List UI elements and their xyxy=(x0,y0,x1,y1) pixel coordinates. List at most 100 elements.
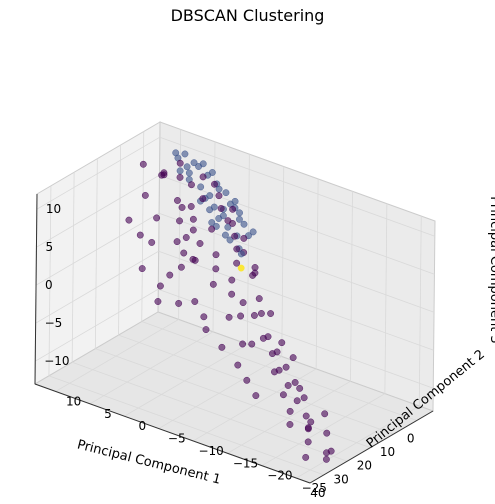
data-point xyxy=(252,392,260,400)
data-point xyxy=(307,418,315,426)
data-point xyxy=(282,363,290,371)
z-tick-label: 10 xyxy=(46,202,61,216)
data-point xyxy=(222,189,230,197)
data-point xyxy=(195,163,203,170)
data-point xyxy=(240,234,248,242)
data-point xyxy=(243,376,251,384)
data-point xyxy=(259,334,267,342)
grid-line xyxy=(48,375,325,476)
x-tick-label: 10 xyxy=(380,445,395,459)
data-point xyxy=(249,228,257,236)
grid-line xyxy=(36,136,161,210)
data-point xyxy=(304,424,312,432)
grid-line xyxy=(296,405,420,479)
grid-line xyxy=(48,185,52,376)
grid-line xyxy=(124,343,248,417)
data-point xyxy=(239,340,247,348)
data-point xyxy=(189,226,197,234)
chart-title: DBSCAN Clustering xyxy=(170,6,325,25)
data-point xyxy=(267,310,275,317)
data-point xyxy=(221,231,229,239)
grid-line xyxy=(350,191,353,382)
data-point xyxy=(284,382,292,389)
data-point xyxy=(202,326,210,334)
data-point xyxy=(279,391,287,399)
data-point xyxy=(237,250,245,258)
data-point xyxy=(188,181,195,189)
z-axis-line xyxy=(34,193,38,385)
data-point xyxy=(199,195,207,203)
data-point xyxy=(233,259,241,267)
y-axis-line xyxy=(34,383,311,484)
data-point xyxy=(125,216,133,224)
z-tick-label: −10 xyxy=(44,354,69,368)
data-point xyxy=(321,410,329,418)
y-tick-label: −20 xyxy=(267,469,292,483)
data-point xyxy=(225,313,233,321)
data-point xyxy=(181,150,189,158)
grid-line xyxy=(158,212,435,313)
data-point xyxy=(182,234,190,241)
y-tick-label: −5 xyxy=(168,432,186,446)
data-point xyxy=(197,183,205,191)
data-point xyxy=(228,276,236,284)
grid-line xyxy=(71,172,75,363)
grid-line xyxy=(418,216,422,407)
grid-line xyxy=(35,288,159,362)
data-point xyxy=(212,251,220,259)
data-point xyxy=(206,206,214,214)
data-point xyxy=(234,361,242,369)
x-tick-label: 0 xyxy=(407,432,415,446)
grid-line xyxy=(36,174,160,248)
grid-line xyxy=(55,319,179,392)
data-point xyxy=(215,185,223,193)
data-point xyxy=(251,269,259,277)
data-point xyxy=(173,238,181,246)
x-tick-label: 40 xyxy=(310,486,325,500)
data-point xyxy=(226,236,234,244)
data-point xyxy=(286,407,294,415)
data-point xyxy=(255,295,263,303)
data-point xyxy=(215,215,223,222)
data-point xyxy=(180,249,188,257)
noise-point xyxy=(237,264,245,272)
grid-line xyxy=(315,178,319,369)
data-point xyxy=(322,455,330,463)
data-point xyxy=(176,167,184,175)
data-point xyxy=(218,343,226,351)
data-point xyxy=(196,240,204,247)
data-point xyxy=(141,191,149,199)
data-point xyxy=(154,298,162,305)
grid-line xyxy=(35,212,160,286)
grid-line xyxy=(71,361,348,462)
grid-line xyxy=(246,154,250,345)
grid-line xyxy=(281,166,285,357)
x-tick-label: 30 xyxy=(333,472,348,486)
data-point xyxy=(175,299,183,307)
data-point xyxy=(239,299,247,307)
data-point xyxy=(153,214,161,222)
data-point xyxy=(291,379,299,386)
y-tick-label: 0 xyxy=(139,419,147,433)
data-point xyxy=(187,203,195,210)
data-point xyxy=(138,265,146,273)
data-point xyxy=(293,397,301,405)
data-point xyxy=(176,173,184,181)
axis-lines xyxy=(34,193,434,484)
data-point xyxy=(139,160,147,168)
data-point xyxy=(304,438,312,446)
x-tick-label: 20 xyxy=(357,459,372,473)
data-point xyxy=(174,197,181,204)
data-point xyxy=(148,238,156,246)
grid-lines xyxy=(35,129,435,479)
grid-line xyxy=(158,288,434,389)
data-point xyxy=(200,313,208,321)
grid-line xyxy=(35,250,159,324)
data-point xyxy=(229,219,236,227)
grid-line xyxy=(94,158,98,349)
data-point xyxy=(240,220,248,228)
grid-line xyxy=(159,136,435,237)
data-point xyxy=(231,232,239,240)
data-point xyxy=(211,180,218,188)
